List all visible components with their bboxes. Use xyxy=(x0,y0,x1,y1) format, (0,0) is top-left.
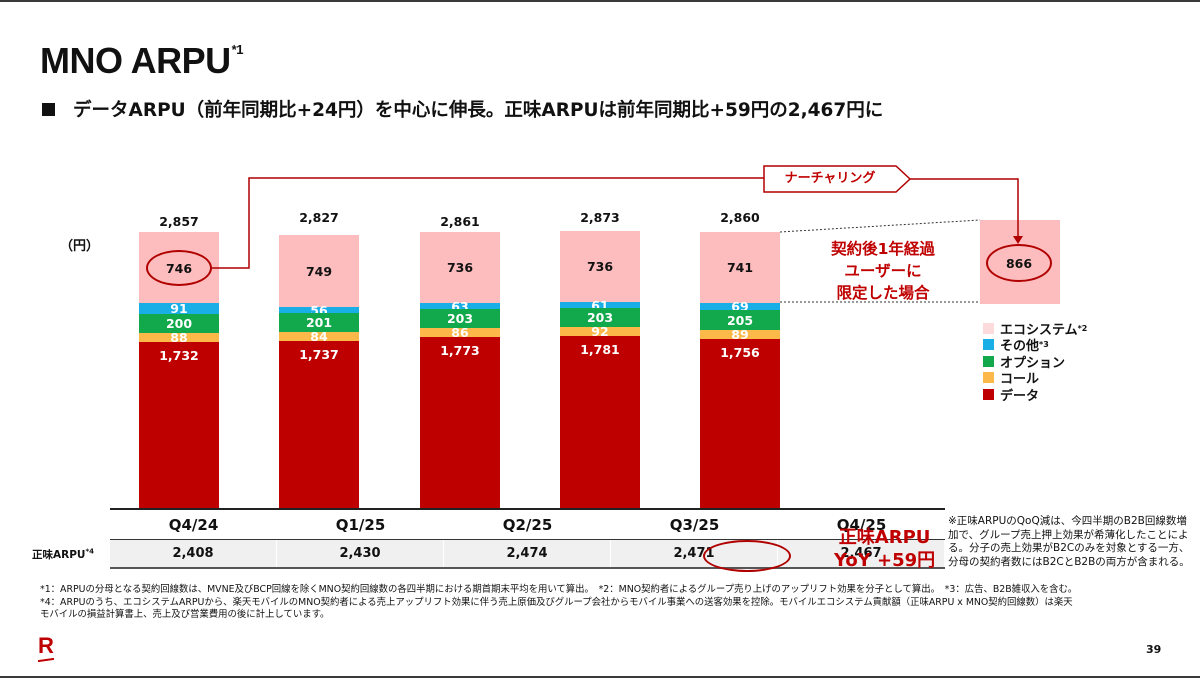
page-title: MNO ARPU*1 xyxy=(40,40,243,81)
nurturing-tag: ナーチャリング xyxy=(784,171,876,186)
chart-legend: エコシステム *2 その他 *3 オプション コール データ xyxy=(983,320,1087,404)
legend-item-other: その他 *3 xyxy=(983,337,1087,354)
page-number: 39 xyxy=(1146,643,1162,656)
segment-option: 203 xyxy=(560,308,640,327)
highlight-oval-2467 xyxy=(703,540,791,572)
net-arpu-value: 2,474 xyxy=(444,540,611,567)
legend-swatch xyxy=(983,388,994,400)
segment-data: 1,732 xyxy=(139,342,219,508)
segment-data: 1,737 xyxy=(279,341,359,508)
y-unit-label: （円） xyxy=(60,239,100,254)
bar-q3-25: 736 61 203 92 1,781 xyxy=(560,231,640,508)
x-label: Q2/25 xyxy=(502,516,553,534)
rakuten-logo: R xyxy=(38,633,54,658)
highlight-oval-746: 746 xyxy=(146,250,212,286)
segment-option: 201 xyxy=(279,313,359,332)
segment-call: 84 xyxy=(279,329,359,344)
legend-swatch xyxy=(983,372,994,384)
qoq-note: ※正味ARPUのQoQ減は、今四半期のB2B回線数増加で、グループ売上押上効果が… xyxy=(948,515,1190,568)
segment-data: 1,781 xyxy=(560,336,640,508)
segment-ecosystem: 749 xyxy=(279,235,359,307)
yoy-callout: 正味ARPU YoY +59円 xyxy=(834,527,936,571)
segment-ecosystem: 741 xyxy=(700,232,780,303)
net-arpu-value: 2,430 xyxy=(277,540,444,567)
legend-item-option: オプション xyxy=(983,353,1087,371)
legend-item-ecosystem: エコシステム *2 xyxy=(983,320,1087,338)
legend-swatch xyxy=(983,355,994,367)
page-subtitle: データARPU（前年同期比+24円）を中心に伸長。正味ARPUは前年同期比+59… xyxy=(42,96,883,122)
segment-call: 92 xyxy=(560,324,640,339)
bar-total: 2,861 xyxy=(440,214,480,229)
legend-swatch xyxy=(983,322,994,334)
bar-q1-25: 749 56 201 84 1,737 xyxy=(279,235,359,508)
bar-q2-25: 736 63 203 86 1,773 xyxy=(420,232,500,508)
x-label: Q3/25 xyxy=(669,516,720,534)
segment-call: 86 xyxy=(420,325,500,340)
x-label: Q4/24 xyxy=(168,516,219,534)
net-arpu-row-label: 正味ARPU*4 xyxy=(32,547,94,562)
net-arpu-value: 2,467 xyxy=(778,540,945,567)
segment-option: 200 xyxy=(139,314,219,333)
bar-total: 2,873 xyxy=(580,210,620,225)
segment-option: 205 xyxy=(700,310,780,330)
segment-ecosystem: 736 xyxy=(560,231,640,302)
x-axis-labels: Q4/24 Q1/25 Q2/25 Q3/25 Q4/25 xyxy=(110,512,945,538)
bottom-border xyxy=(0,676,1200,678)
net-arpu-value: 2,408 xyxy=(110,540,277,567)
bar-total: 2,857 xyxy=(159,214,199,229)
segment-other: 91 xyxy=(139,301,219,316)
callout-1yr-users: 契約後1年経過 ユーザーに 限定した場合 xyxy=(831,240,935,302)
segment-data: 1,756 xyxy=(700,339,780,508)
x-label: Q1/25 xyxy=(335,516,386,534)
top-border xyxy=(0,0,1200,2)
bar-total: 2,827 xyxy=(299,210,339,225)
bar-total: 2,860 xyxy=(720,210,760,225)
bar-q4-25: 741 69 205 89 1,756 xyxy=(700,232,780,508)
footnotes: *1：ARPUの分母となる契約回線数は、MVNE及びBCP回線を除くMNO契約回… xyxy=(40,584,1078,620)
legend-item-data: データ xyxy=(983,386,1087,404)
segment-data: 1,773 xyxy=(420,337,500,508)
segment-option: 203 xyxy=(420,309,500,328)
x-axis-line xyxy=(110,508,945,510)
bullet-square-icon xyxy=(42,103,55,116)
segment-call: 88 xyxy=(139,330,219,345)
net-arpu-row: 2,408 2,430 2,474 2,471 2,467 xyxy=(110,539,945,569)
x-label: Q4/25 xyxy=(836,516,887,534)
highlight-oval-866: 866 xyxy=(986,244,1052,282)
segment-call: 89 xyxy=(700,327,780,342)
legend-swatch xyxy=(983,339,994,351)
legend-item-call: コール xyxy=(983,370,1087,387)
segment-ecosystem: 736 xyxy=(420,232,500,303)
